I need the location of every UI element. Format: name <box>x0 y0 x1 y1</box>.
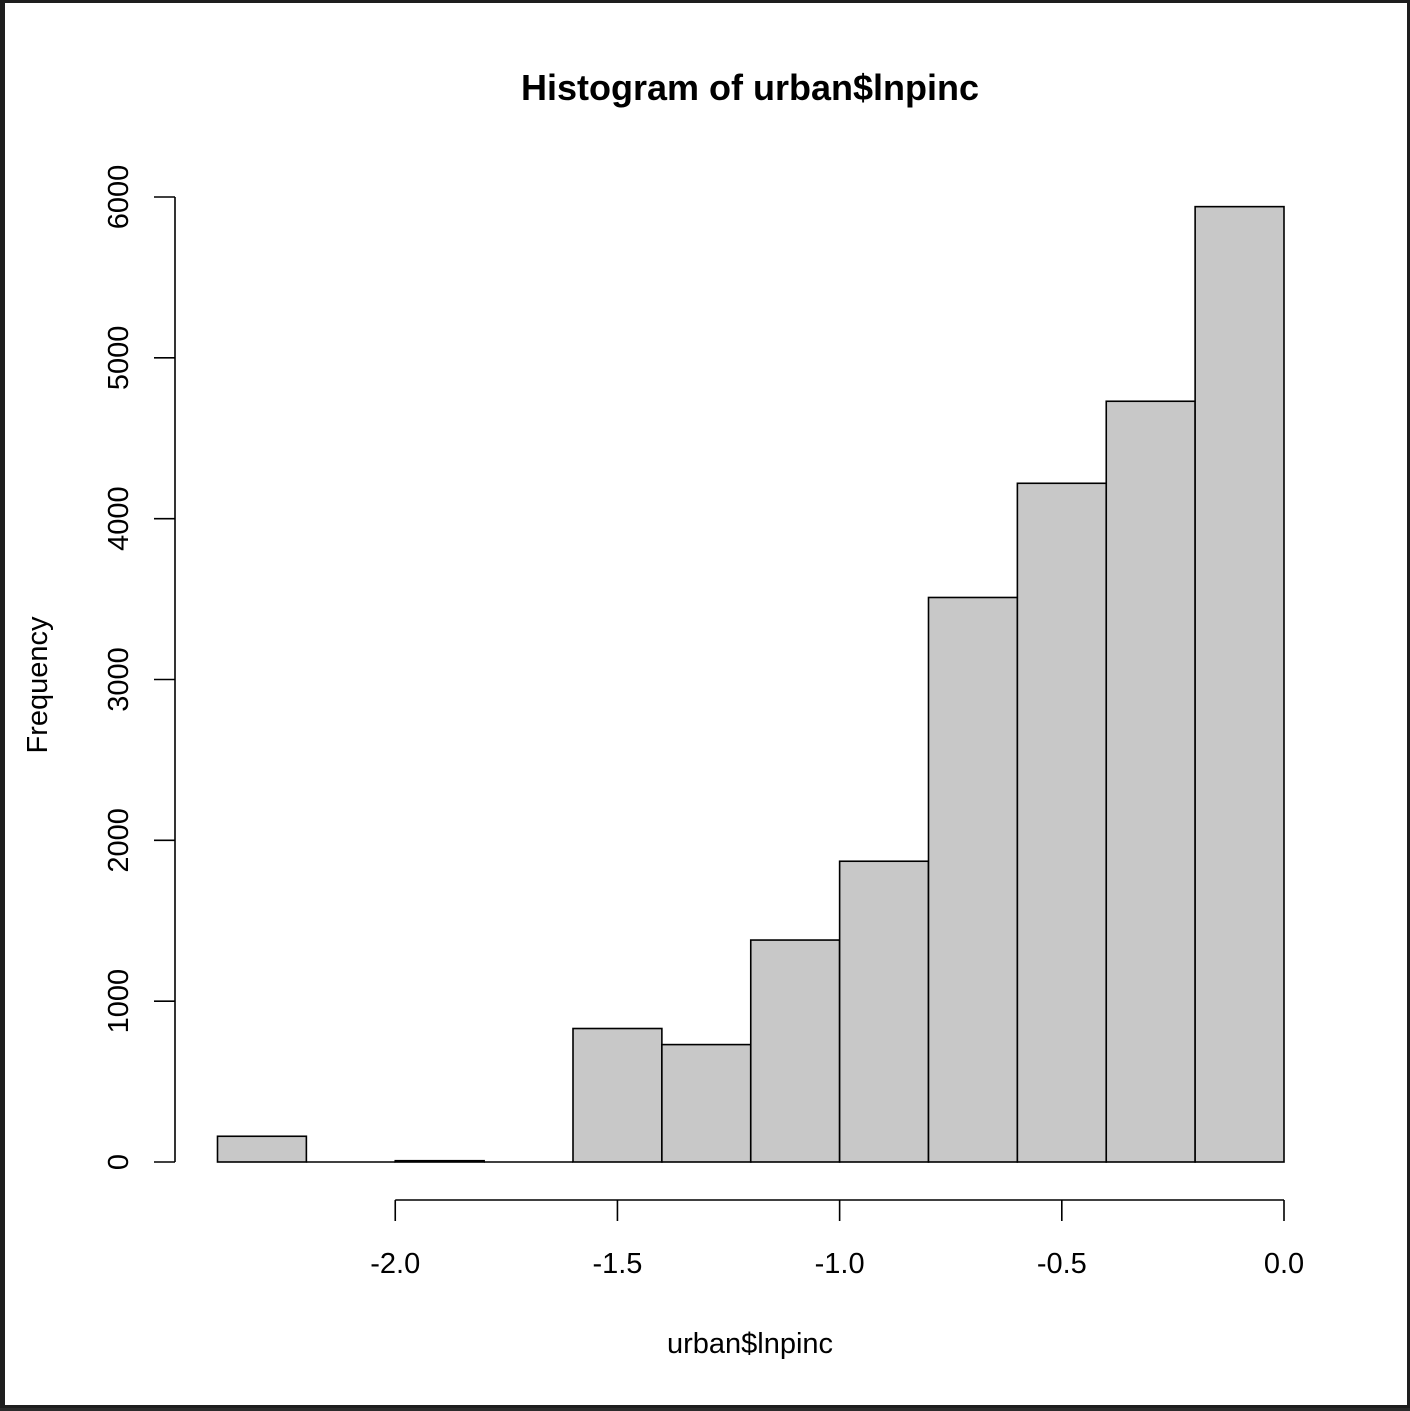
histogram-bar-1 <box>216 1135 308 1163</box>
x-axis: -2.0 -1.5 -1.0 -0.5 0.0 <box>370 1199 1304 1280</box>
y-axis: 0 1000 2000 3000 4000 5000 6000 <box>103 165 176 1170</box>
chart-title: Histogram of urban$lnpinc <box>521 67 979 108</box>
x-axis-label: urban$lnpinc <box>667 1328 833 1360</box>
y-tick-label: 4000 <box>103 486 135 551</box>
histogram-bar-5 <box>572 1027 663 1163</box>
histogram-chart: Histogram of urban$lnpinc urban$lnpinc F… <box>22 67 1304 1360</box>
y-tick-label: 5000 <box>103 326 135 391</box>
bars-group <box>216 205 1285 1163</box>
histogram-bar-3 <box>394 1159 485 1163</box>
x-tick-label: -2.0 <box>370 1248 420 1280</box>
histogram-bar-9 <box>927 596 1019 1163</box>
y-tick-label: 0 <box>103 1154 135 1170</box>
histogram-bar-7 <box>749 939 841 1163</box>
y-tick-label: 6000 <box>103 165 135 230</box>
x-tick-label: -1.0 <box>815 1248 865 1280</box>
x-tick-label: 0.0 <box>1264 1248 1304 1280</box>
y-tick-label: 2000 <box>103 808 135 873</box>
x-tick-label: -0.5 <box>1037 1248 1087 1280</box>
histogram-bar-10 <box>1016 482 1108 1163</box>
y-tick-label: 3000 <box>103 647 135 712</box>
histogram-bar-6 <box>661 1043 752 1163</box>
y-axis-label: Frequency <box>22 616 54 754</box>
histogram-bar-11 <box>1105 400 1196 1163</box>
histogram-bar-12 <box>1194 205 1285 1163</box>
histogram-bar-8 <box>838 860 930 1163</box>
y-tick-label: 1000 <box>103 969 135 1034</box>
x-tick-label: -1.5 <box>592 1248 642 1280</box>
